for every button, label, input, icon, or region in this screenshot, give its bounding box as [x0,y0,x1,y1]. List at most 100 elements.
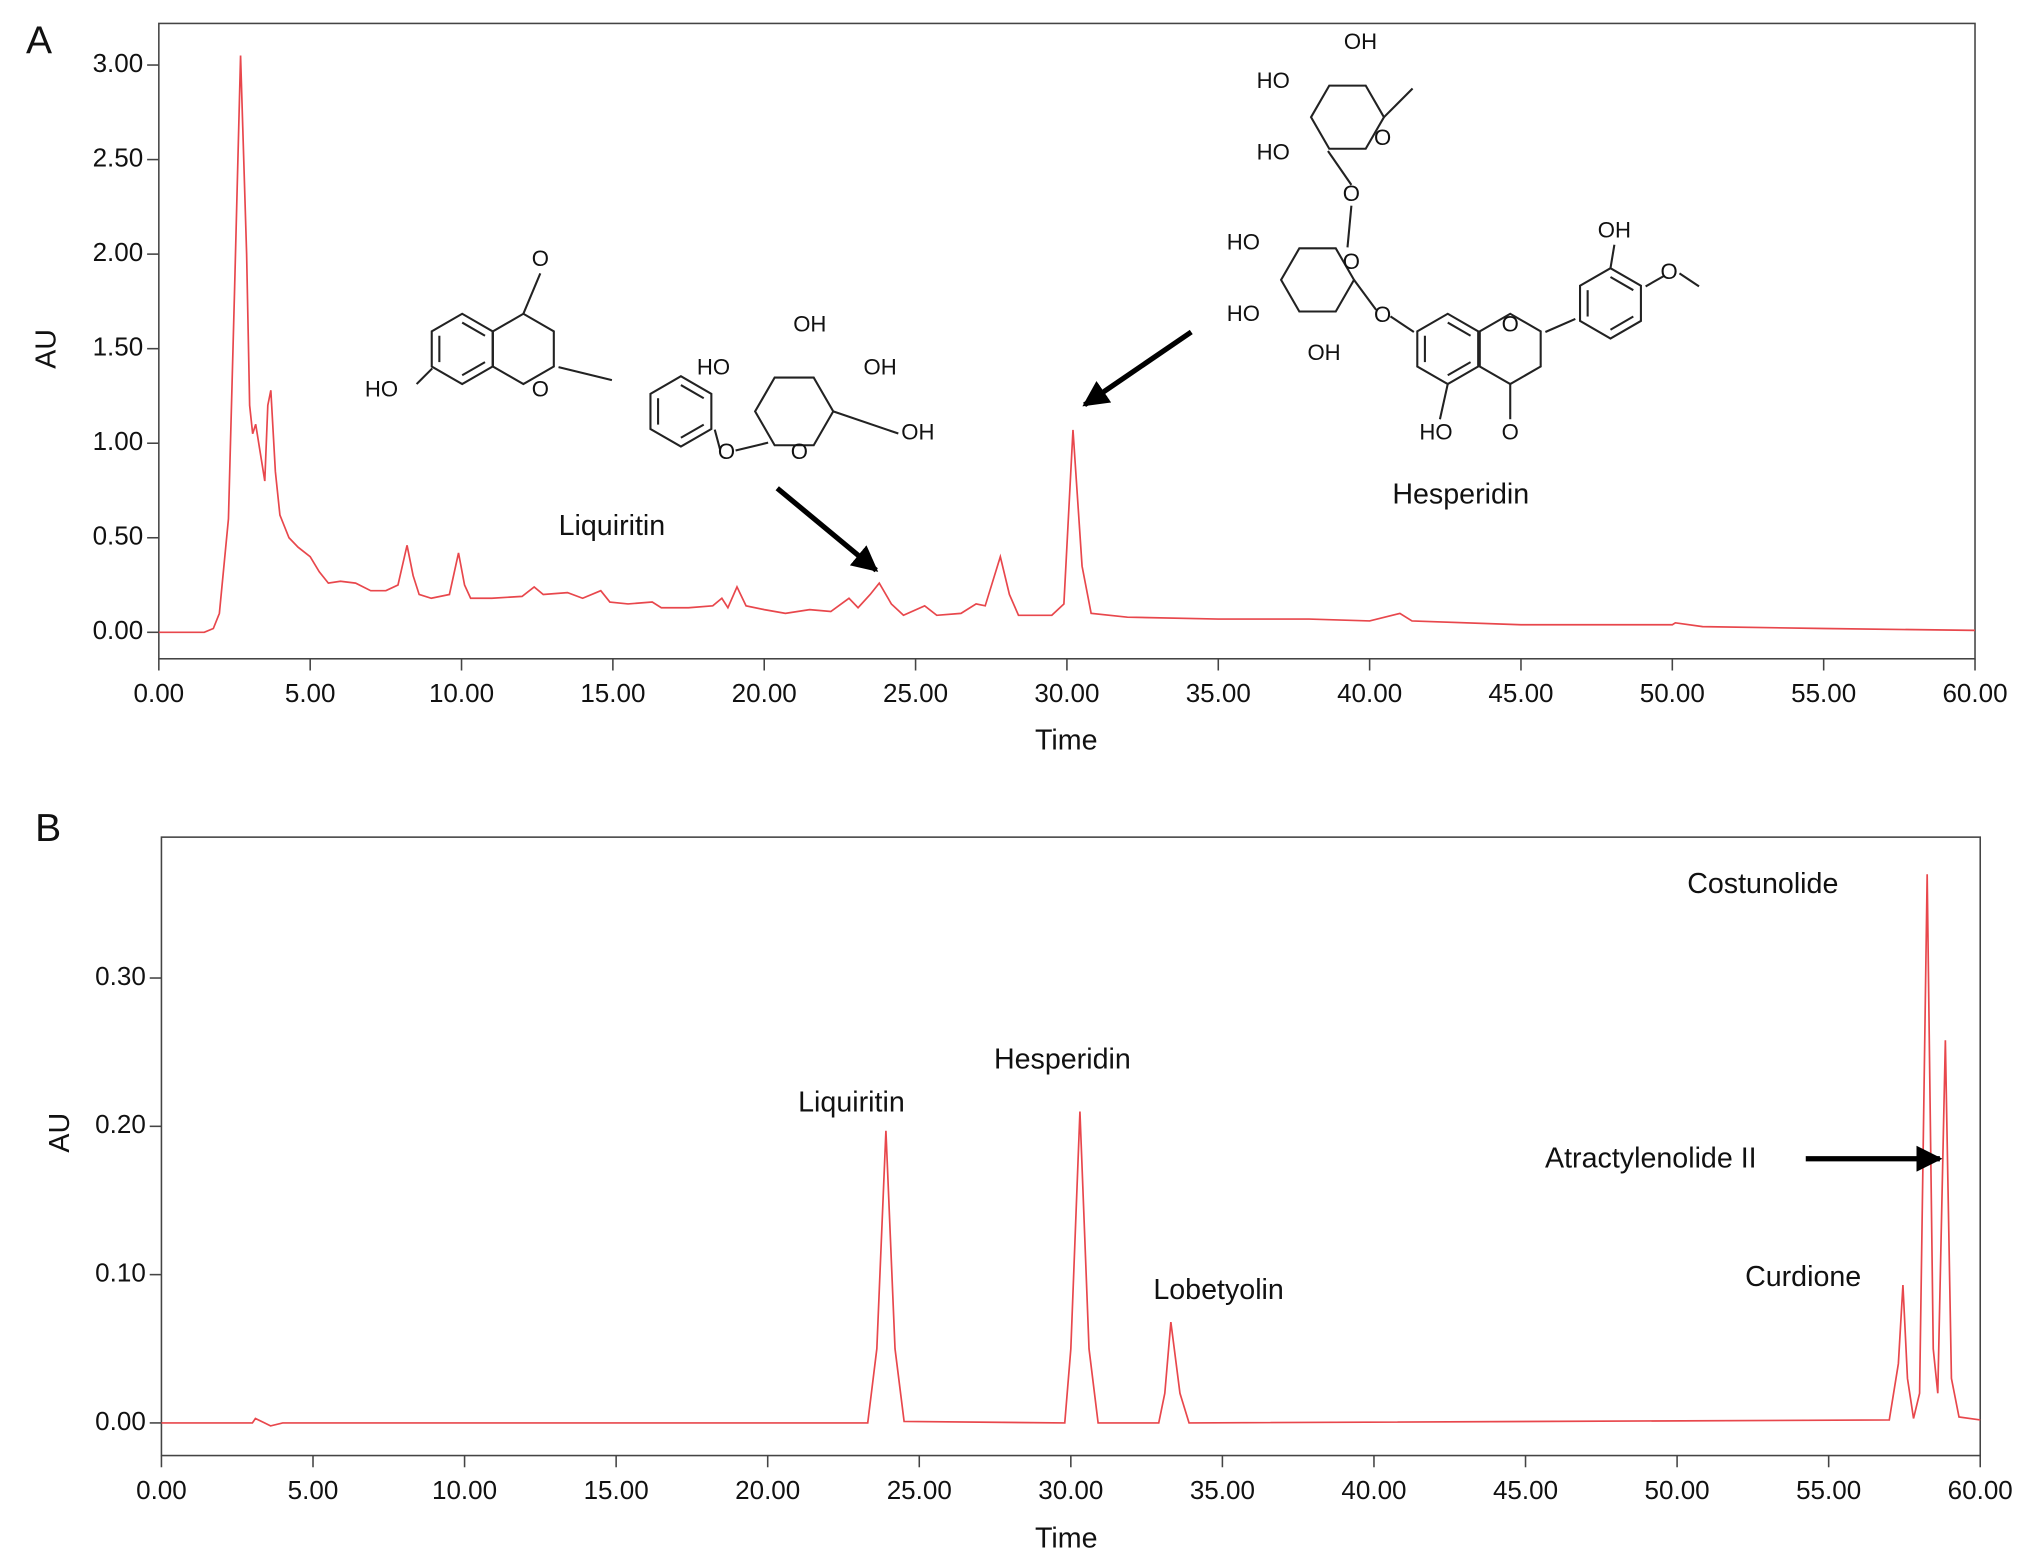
x-tick-label: 20.00 [735,1475,800,1505]
ring [1279,247,1356,313]
y-tick-label: 0.30 [95,961,146,991]
ring [649,375,713,448]
chemical-structures [415,84,1700,452]
panel-label: B [35,807,61,850]
y-tick-label: 0.00 [93,615,144,645]
chromatogram-line [158,55,1976,634]
atom-label: OH [1307,340,1340,365]
ring [1416,312,1480,386]
peak-annotation: Costunolide [1687,868,1838,900]
x-tick-label: 60.00 [1942,678,2007,708]
bond [1383,87,1414,118]
atom-label: HO [1257,68,1290,93]
y-axis-label: AU [44,1113,76,1153]
x-tick-label: 60.00 [1948,1475,2013,1505]
atom-label: HO [1227,229,1260,254]
bond [1353,279,1377,311]
x-tick-label: 45.00 [1488,678,1553,708]
atom-label: O [1660,259,1677,284]
y-tick-label: 2.50 [93,142,144,172]
bond [1609,244,1616,269]
x-tick-label: 45.00 [1493,1475,1558,1505]
peak-annotation: Liquiritin [559,510,666,542]
x-tick-label: 50.00 [1640,678,1705,708]
atom-label: O [1502,311,1519,336]
bond [1389,315,1415,333]
peak-annotation: Lobetyolin [1153,1274,1284,1306]
x-tick-label: 0.00 [136,1475,187,1505]
x-tick-label: 25.00 [887,1475,952,1505]
ring-bond [1447,321,1472,337]
bond [832,410,899,435]
chromatogram-line [161,874,1981,1427]
y-tick-label: 1.50 [93,332,144,362]
bond [1645,275,1665,288]
x-tick-label: 40.00 [1341,1475,1406,1505]
y-tick-label: 0.00 [95,1406,146,1436]
x-tick-label: 10.00 [429,678,494,708]
peak-annotation: Hesperidin [994,1044,1131,1076]
atom-label: HO [697,354,730,379]
plot-frame [158,22,1976,660]
atom-label: O [1343,181,1360,206]
x-tick-label: 10.00 [432,1475,497,1505]
x-tick-label: 55.00 [1791,678,1856,708]
atom-label: O [532,246,549,271]
atom-label: O [532,376,549,401]
panel-label: A [26,19,52,62]
atom-label: HO [1227,301,1260,326]
bond [1544,318,1576,333]
bond [713,429,721,450]
atom-label: OH [1598,218,1631,243]
peak-annotation: Liquiritin [798,1087,905,1119]
atom-label: O [1374,302,1391,327]
ring-bond [680,384,705,400]
bond [1327,150,1353,186]
arrow [1082,329,1193,408]
y-axis-label: AU [31,329,63,369]
atom-label: OH [1344,29,1377,54]
x-tick-label: 25.00 [883,678,948,708]
peak-annotation: Hesperidin [1392,479,1529,511]
atom-label: O [718,439,735,464]
y-tick-label: 0.20 [95,1109,146,1139]
x-tick-label: 35.00 [1186,678,1251,708]
y-tick-label: 0.50 [93,521,144,551]
atom-label: HO [365,376,398,401]
y-tick-label: 2.00 [93,237,144,267]
x-tick-label: 0.00 [134,678,185,708]
atom-label: OH [864,354,897,379]
x-tick-label: 30.00 [1034,678,1099,708]
bond [1438,383,1449,420]
ring [1309,84,1386,150]
y-tick-label: 3.00 [93,48,144,78]
bond [735,441,769,452]
ring-bond [1609,315,1634,331]
x-tick-label: 35.00 [1190,1475,1255,1505]
x-tick-label: 5.00 [288,1475,339,1505]
x-tick-label: 30.00 [1038,1475,1103,1505]
peak-annotation: Atractylenolide II [1545,1143,1757,1175]
peak-annotation: Curdione [1745,1261,1861,1293]
ring [430,312,494,386]
x-axis-label: Time [1035,725,1098,757]
atom-label: O [1374,125,1391,150]
bond [415,367,433,385]
ring-bond [461,361,486,377]
bond [558,366,613,382]
y-tick-label: 1.00 [93,426,144,456]
x-tick-label: 55.00 [1796,1475,1861,1505]
x-tick-label: 15.00 [584,1475,649,1505]
x-tick-label: 5.00 [285,678,336,708]
ring [753,376,835,447]
ring-bond [1609,276,1634,292]
x-tick-label: 20.00 [732,678,797,708]
x-tick-label: 15.00 [580,678,645,708]
atom-label: O [1343,249,1360,274]
atom-label: OH [793,311,826,336]
y-tick-label: 0.10 [95,1258,146,1288]
ring-bond [1447,361,1472,377]
ring-bond [680,423,705,439]
